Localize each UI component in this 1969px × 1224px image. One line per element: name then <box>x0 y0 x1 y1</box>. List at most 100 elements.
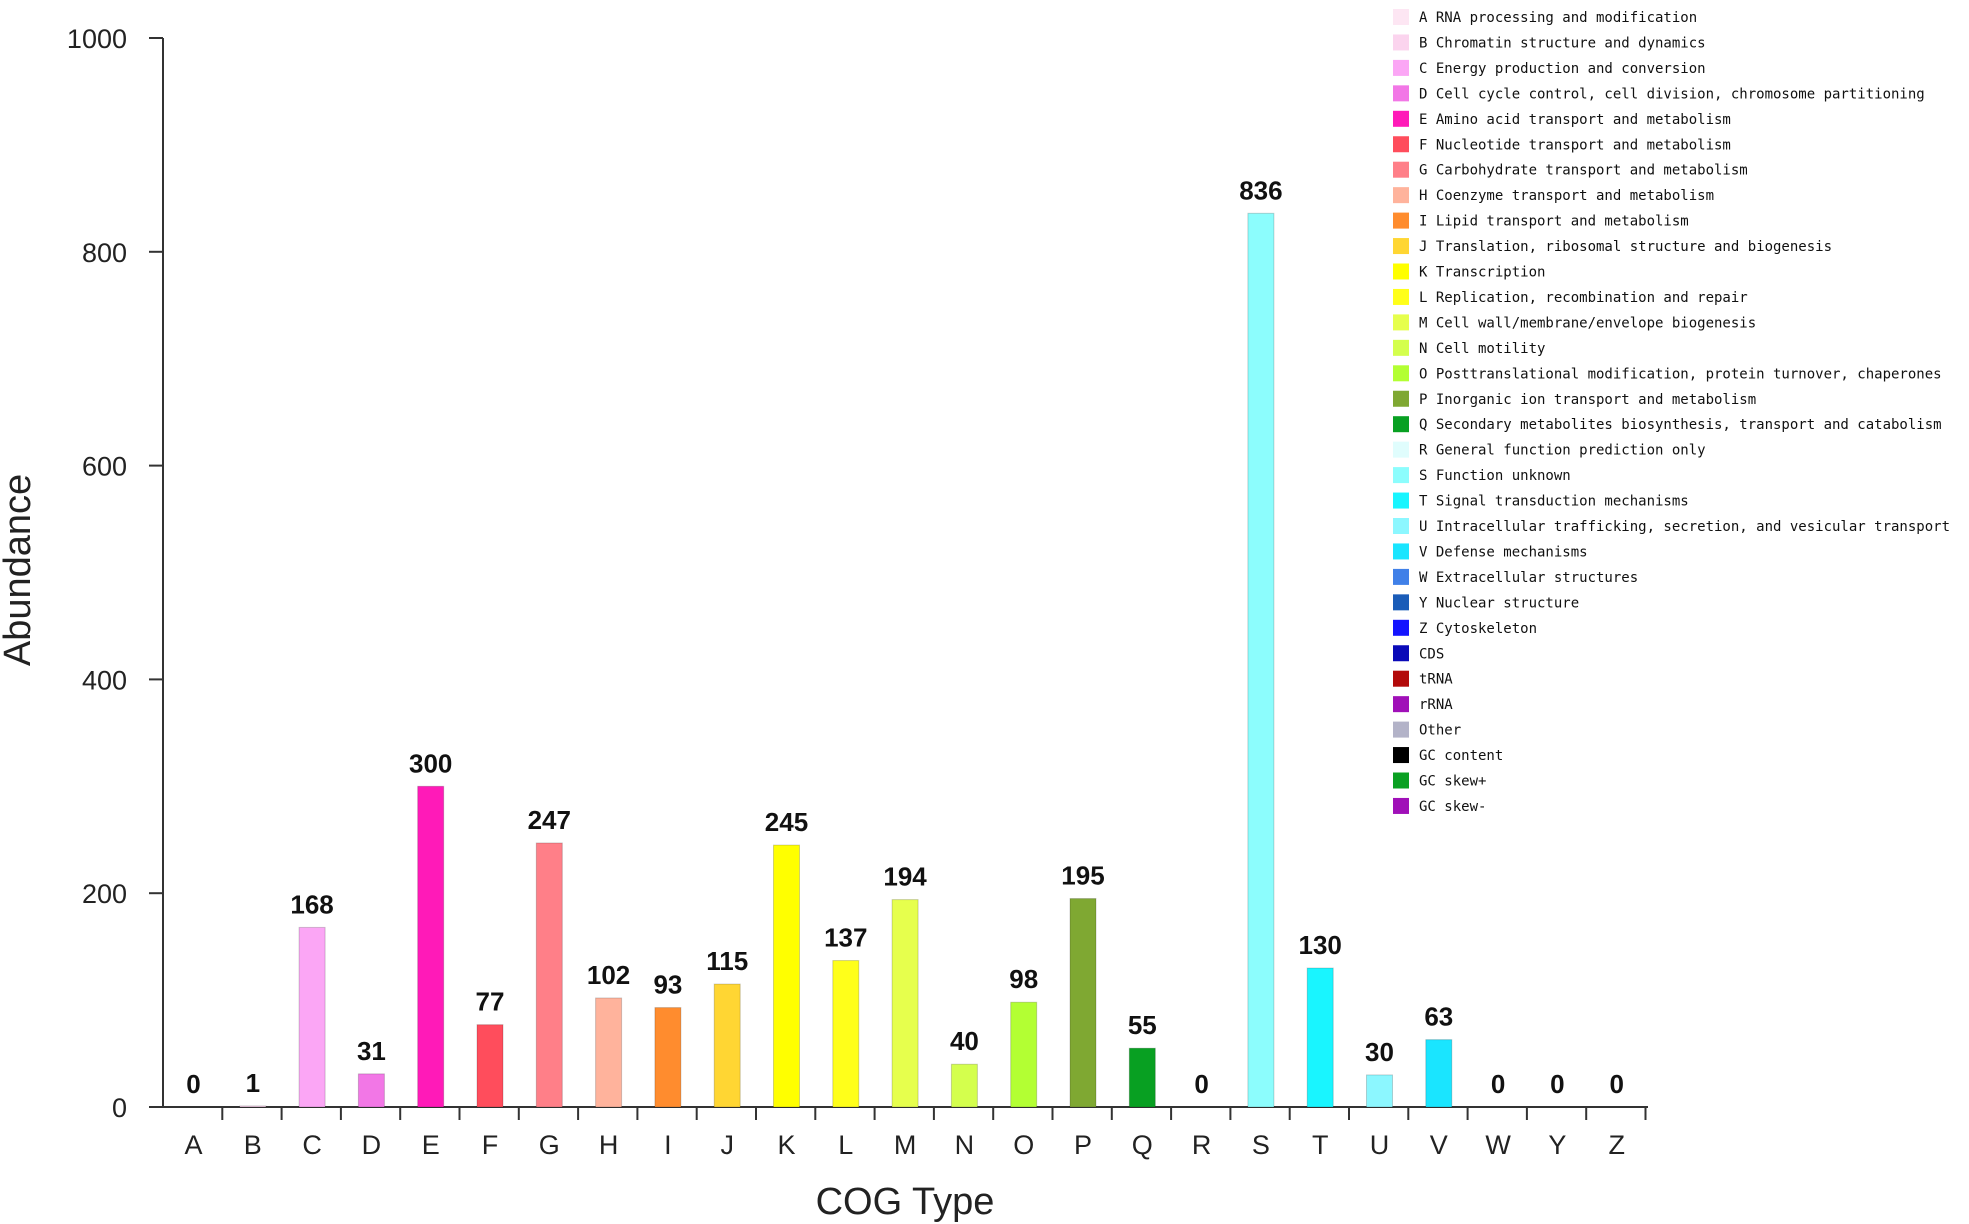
legend-label: B Chromatin structure and dynamics <box>1419 35 1706 51</box>
x-tick-label-W: W <box>1485 1130 1511 1160</box>
data-label-E: 300 <box>409 748 452 778</box>
legend-swatch <box>1393 9 1409 25</box>
legend-label: Y Nuclear structure <box>1419 595 1579 611</box>
data-label-K: 245 <box>765 807 808 837</box>
data-label-P: 195 <box>1061 861 1104 891</box>
x-tick-label-K: K <box>777 1130 795 1160</box>
legend-swatch <box>1393 187 1409 204</box>
bar-F <box>476 1024 504 1108</box>
y-tick-label: 400 <box>82 665 127 695</box>
legend-swatch <box>1393 543 1409 560</box>
x-tick-label-M: M <box>894 1130 917 1160</box>
legend-swatch <box>1393 136 1409 153</box>
data-label-Z: 0 <box>1609 1069 1623 1099</box>
data-label-B: 1 <box>246 1068 260 1098</box>
legend-swatch <box>1393 696 1409 713</box>
legend-swatch <box>1393 161 1409 178</box>
legend-label: D Cell cycle control, cell division, chr… <box>1419 86 1925 102</box>
data-label-T: 130 <box>1299 930 1342 960</box>
data-label-A: 0 <box>186 1069 200 1099</box>
x-tick-label-Q: Q <box>1132 1130 1153 1160</box>
bar-S <box>1247 212 1275 1108</box>
y-tick-label: 1000 <box>67 24 127 54</box>
x-axis-title: COG Type <box>816 1181 995 1223</box>
legend-swatch <box>1393 747 1409 764</box>
data-label-Q: 55 <box>1128 1010 1157 1040</box>
legend-label: W Extracellular structures <box>1419 570 1638 586</box>
x-tick-label-S: S <box>1252 1130 1270 1160</box>
bar-J <box>713 983 741 1108</box>
legend-label: E Amino acid transport and metabolism <box>1419 112 1731 128</box>
bar-D <box>357 1073 385 1108</box>
x-tick-label-N: N <box>955 1130 975 1160</box>
legend-swatch <box>1393 59 1409 76</box>
y-tick-label: 0 <box>112 1093 127 1123</box>
legend-swatch <box>1393 365 1409 382</box>
legend-label: J Translation, ribosomal structure and b… <box>1419 239 1832 255</box>
data-label-V: 63 <box>1424 1002 1453 1032</box>
bar-L <box>832 960 860 1108</box>
x-tick-label-D: D <box>362 1130 382 1160</box>
bar-N <box>950 1063 978 1108</box>
x-tick-label-B: B <box>244 1130 262 1160</box>
x-tick-label-J: J <box>720 1130 734 1160</box>
legend-label: I Lipid transport and metabolism <box>1419 214 1689 230</box>
data-label-R: 0 <box>1194 1069 1208 1099</box>
data-label-D: 31 <box>357 1036 386 1066</box>
y-tick-label: 800 <box>82 238 127 268</box>
legend-swatch <box>1393 492 1409 509</box>
legend-label: V Defense mechanisms <box>1419 544 1588 560</box>
data-label-F: 77 <box>476 987 505 1017</box>
legend-swatch <box>1393 339 1409 356</box>
legend-swatch <box>1393 263 1409 280</box>
legend-label: CDS <box>1419 646 1444 662</box>
legend-swatch <box>1393 619 1409 636</box>
legend-swatch <box>1393 441 1409 458</box>
bars-group <box>239 212 1453 1108</box>
legend-label: A RNA processing and modification <box>1419 10 1697 26</box>
legend-swatch <box>1393 670 1409 687</box>
x-tick-label-I: I <box>664 1130 672 1160</box>
legend-label: tRNA <box>1419 672 1453 688</box>
x-tick-label-T: T <box>1312 1130 1329 1160</box>
legend-swatch <box>1393 314 1409 331</box>
legend-label: G Carbohydrate transport and metabolism <box>1419 163 1748 179</box>
data-label-I: 93 <box>653 970 682 1000</box>
legend-label: O Posttranslational modification, protei… <box>1419 366 1942 382</box>
bar-B <box>239 1105 267 1108</box>
y-tick-label: 200 <box>82 879 127 909</box>
legend-swatch <box>1393 288 1409 305</box>
legend-swatch <box>1393 416 1409 433</box>
legend-label: F Nucleotide transport and metabolism <box>1419 137 1731 153</box>
legend-swatch <box>1393 85 1409 102</box>
legend-label: C Energy production and conversion <box>1419 61 1706 77</box>
legend-label: P Inorganic ion transport and metabolism <box>1419 392 1756 408</box>
legend-swatch <box>1393 34 1409 51</box>
legend-swatch <box>1393 390 1409 407</box>
x-tick-label-U: U <box>1370 1130 1390 1160</box>
x-tick-label-Y: Y <box>1548 1130 1566 1160</box>
bar-C <box>298 926 326 1108</box>
legend-swatch <box>1393 645 1409 662</box>
legend-label: R General function prediction only <box>1419 443 1706 459</box>
legend-label: L Replication, recombination and repair <box>1419 290 1748 306</box>
legend-swatch <box>1393 797 1409 814</box>
y-tick-label: 600 <box>82 452 127 482</box>
legend-label: rRNA <box>1419 697 1453 713</box>
legend-swatch <box>1393 238 1409 255</box>
legend-label: GC skew+ <box>1419 774 1486 790</box>
legend: A RNA processing and modification B Chrom… <box>1393 9 1950 815</box>
legend-label: S Function unknown <box>1419 468 1571 484</box>
data-label-J: 115 <box>706 946 748 976</box>
x-tick-label-H: H <box>599 1130 619 1160</box>
legend-swatch <box>1393 568 1409 585</box>
data-label-C: 168 <box>290 889 333 919</box>
data-label-H: 102 <box>587 960 630 990</box>
legend-label: Other <box>1419 723 1461 739</box>
x-tick-label-G: G <box>539 1130 560 1160</box>
legend-label: Z Cytoskeleton <box>1419 621 1537 637</box>
legend-label: GC skew- <box>1419 799 1486 815</box>
